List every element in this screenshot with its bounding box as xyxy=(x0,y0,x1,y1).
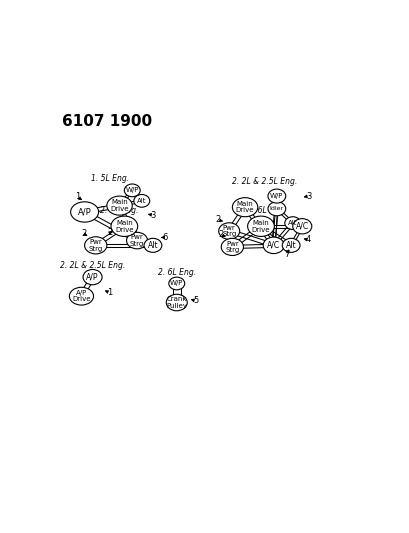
Text: Main
Drive: Main Drive xyxy=(110,199,128,212)
Text: W/P: W/P xyxy=(170,280,183,286)
Text: Main
Drive: Main Drive xyxy=(115,220,133,232)
Text: 2. 6L Eng.: 2. 6L Eng. xyxy=(157,268,196,277)
Text: A/P
Drive: A/P Drive xyxy=(72,290,90,302)
Ellipse shape xyxy=(144,238,162,252)
Ellipse shape xyxy=(107,196,132,215)
Text: 2. 2L & 2.5L Eng.: 2. 2L & 2.5L Eng. xyxy=(60,262,125,270)
Text: 2. 6l. Eng.: 2. 6l. Eng. xyxy=(100,206,138,215)
Text: W/P: W/P xyxy=(270,193,283,199)
Ellipse shape xyxy=(84,237,107,254)
Text: Pwr
Strg: Pwr Strg xyxy=(88,239,103,252)
Text: 6107 1900: 6107 1900 xyxy=(62,114,152,129)
Text: 2: 2 xyxy=(215,215,220,224)
Text: 3: 3 xyxy=(150,211,155,220)
Text: W/P: W/P xyxy=(125,188,139,193)
Ellipse shape xyxy=(218,223,239,239)
Text: Alt: Alt xyxy=(137,198,146,204)
Text: 1: 1 xyxy=(107,288,112,297)
Text: Pwr
Strg: Pwr Strg xyxy=(225,241,239,253)
Text: Crank
Pulley: Crank Pulley xyxy=(166,296,187,309)
Text: 1: 1 xyxy=(74,192,80,201)
Ellipse shape xyxy=(232,198,257,217)
Text: 2: 2 xyxy=(107,228,112,237)
Text: Idler: Idler xyxy=(269,206,283,211)
Ellipse shape xyxy=(284,217,300,229)
Text: Main
Drive: Main Drive xyxy=(235,201,254,213)
Text: Pwr
Strg: Pwr Strg xyxy=(130,235,144,247)
Ellipse shape xyxy=(281,238,299,252)
Text: 5: 5 xyxy=(193,296,198,305)
Ellipse shape xyxy=(69,287,93,305)
Text: A/C: A/C xyxy=(266,241,280,250)
Ellipse shape xyxy=(267,202,285,216)
Ellipse shape xyxy=(169,277,184,290)
Text: Alt: Alt xyxy=(147,241,158,250)
Text: Alt: Alt xyxy=(287,220,297,226)
Ellipse shape xyxy=(83,270,102,285)
Ellipse shape xyxy=(292,219,311,234)
Ellipse shape xyxy=(126,232,147,249)
Text: Pwr
Strg: Pwr Strg xyxy=(222,225,236,237)
Text: 2. 6L Eng.: 2. 6L Eng. xyxy=(248,206,285,215)
Text: Alt: Alt xyxy=(285,241,296,250)
Text: 1. 5L Eng.: 1. 5L Eng. xyxy=(91,174,129,183)
Text: 2: 2 xyxy=(218,230,223,239)
Text: A/P: A/P xyxy=(86,272,99,281)
Text: A/P: A/P xyxy=(78,207,91,216)
Ellipse shape xyxy=(133,195,149,207)
Ellipse shape xyxy=(247,216,274,237)
Text: 2. 2L & 2.5L Eng.: 2. 2L & 2.5L Eng. xyxy=(231,177,296,187)
Text: 6: 6 xyxy=(162,233,167,242)
Ellipse shape xyxy=(166,294,187,311)
Text: 3: 3 xyxy=(305,191,310,200)
Ellipse shape xyxy=(111,216,137,237)
Text: 7: 7 xyxy=(283,250,289,259)
Text: 2: 2 xyxy=(81,229,86,238)
Text: Main
Drive: Main Drive xyxy=(251,220,270,232)
Text: A/C: A/C xyxy=(295,222,308,231)
Ellipse shape xyxy=(267,189,285,203)
Ellipse shape xyxy=(124,184,140,197)
Ellipse shape xyxy=(263,237,283,254)
Text: 4: 4 xyxy=(305,236,310,245)
Ellipse shape xyxy=(221,238,243,255)
Ellipse shape xyxy=(70,202,98,222)
